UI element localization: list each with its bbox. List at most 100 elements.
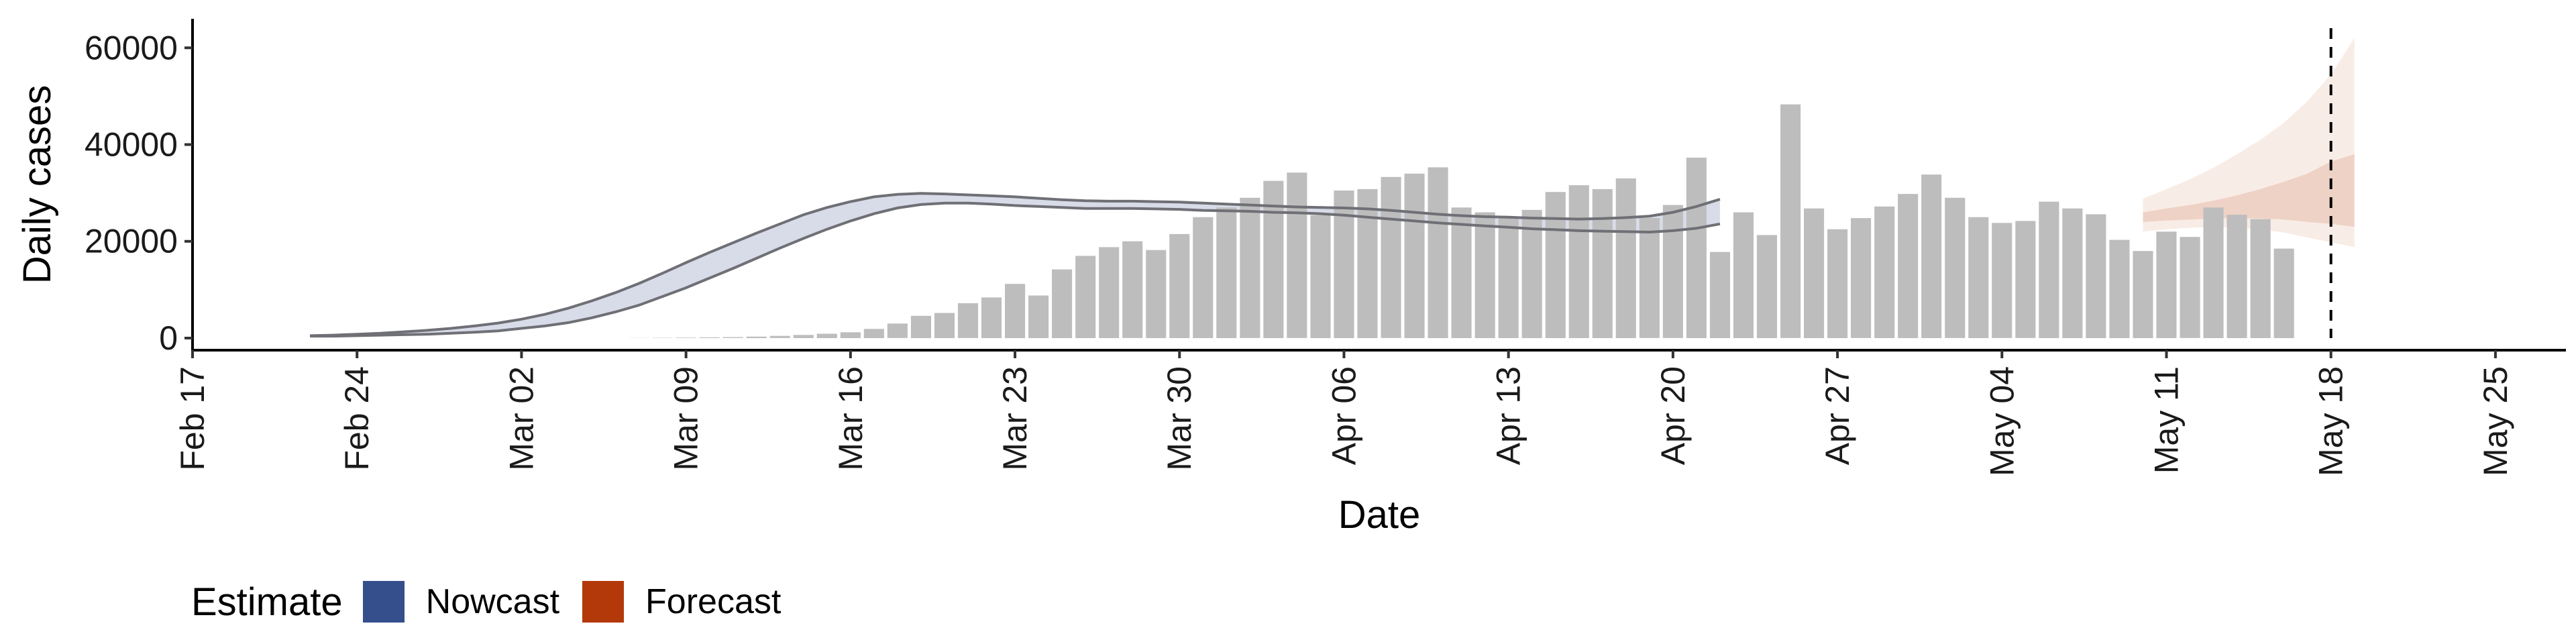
case-bar xyxy=(2109,239,2130,338)
x-axis-title: Date xyxy=(1338,493,1421,537)
case-bar xyxy=(2203,207,2224,338)
case-bar xyxy=(1193,217,1214,338)
case-bar xyxy=(1639,218,1660,338)
case-bar xyxy=(1568,185,1589,338)
legend-label-nowcast: Nowcast xyxy=(425,582,560,621)
case-bar xyxy=(1169,233,1190,338)
case-bar xyxy=(2226,215,2247,338)
legend-item-forecast: Forecast xyxy=(582,581,781,623)
case-bar xyxy=(1992,223,2012,338)
case-bar xyxy=(2062,208,2083,338)
case-bar xyxy=(1709,252,1730,338)
nowcast-lines xyxy=(310,192,1721,338)
case-bar xyxy=(2039,201,2059,338)
plot-panel xyxy=(310,28,2355,338)
forecast-outer-band xyxy=(2143,38,2355,248)
case-bar xyxy=(1428,167,1448,338)
case-bar xyxy=(981,297,1002,338)
case-bar xyxy=(1075,256,1096,338)
case-bar xyxy=(2133,251,2153,338)
x-tick-label: Mar 09 xyxy=(667,366,705,471)
nowcast-upper-line xyxy=(310,192,1721,337)
legend-key-nowcast xyxy=(362,581,405,623)
case-bar xyxy=(1733,212,1754,338)
case-bar xyxy=(910,315,931,338)
case-bar xyxy=(957,303,978,338)
x-tick-label: Apr 06 xyxy=(1325,366,1362,465)
case-bar xyxy=(816,333,837,338)
case-bar xyxy=(2180,237,2200,338)
legend-item-nowcast: Nowcast xyxy=(362,581,560,623)
y-tick-label: 60000 xyxy=(85,29,178,66)
case-bar xyxy=(1874,206,1895,338)
case-bar xyxy=(1240,197,1260,338)
case-bar xyxy=(1827,229,1848,338)
case-bar xyxy=(1099,247,1120,338)
chart: 0 20000 40000 60000 Feb 17 Feb 24 Mar 02 Mar 0… xyxy=(15,19,2566,537)
case-bar xyxy=(1381,176,1401,338)
case-bar xyxy=(1804,208,1825,338)
legend-title: Estimate xyxy=(191,580,343,624)
case-bar xyxy=(1005,284,1026,338)
case-bar xyxy=(1592,189,1613,338)
case-bar xyxy=(1146,250,1167,338)
case-bar xyxy=(1780,104,1801,338)
x-tick-label: Apr 13 xyxy=(1490,366,1527,465)
case-bar xyxy=(934,313,955,338)
case-bar xyxy=(1451,207,1472,338)
legend-key-forecast xyxy=(582,581,625,623)
x-axis-ticks: Feb 17 Feb 24 Mar 02 Mar 09 Mar 16 Mar 23 Mar … xyxy=(174,350,2514,476)
y-axis-ticks: 0 20000 40000 60000 xyxy=(85,29,193,357)
case-bar xyxy=(1474,212,1495,338)
case-bar xyxy=(1521,209,1542,338)
case-bar xyxy=(1404,173,1425,338)
x-tick-label: Mar 02 xyxy=(502,366,540,471)
case-bar xyxy=(769,335,790,338)
case-bar xyxy=(793,335,814,338)
case-bar xyxy=(1545,192,1566,338)
case-bar xyxy=(1216,207,1237,338)
case-bar xyxy=(746,336,767,338)
case-bar xyxy=(1310,215,1331,338)
case-bar xyxy=(1921,174,1942,338)
case-bar xyxy=(1287,172,1307,338)
case-bar xyxy=(1945,197,1966,338)
case-bar xyxy=(722,337,743,338)
x-tick-label: Feb 17 xyxy=(174,366,211,471)
nowcast-lower-line xyxy=(310,201,1721,338)
case-bar xyxy=(1052,269,1073,338)
x-tick-label: Apr 27 xyxy=(1819,366,1856,465)
case-bar xyxy=(1122,241,1143,338)
legend: Estimate Nowcast Forecast xyxy=(191,578,804,625)
case-bar xyxy=(1498,217,1519,338)
forecast-inner-band xyxy=(2143,154,2355,227)
x-tick-label: Mar 23 xyxy=(996,366,1034,471)
case-bar xyxy=(1968,217,1989,338)
case-bar xyxy=(2250,219,2271,338)
y-tick-label: 20000 xyxy=(85,223,178,260)
y-tick-label: 0 xyxy=(159,319,178,357)
y-tick-label: 40000 xyxy=(85,126,178,164)
case-bar xyxy=(1898,194,1919,338)
x-tick-label: Feb 24 xyxy=(338,366,376,471)
case-bar xyxy=(887,323,908,338)
case-bar xyxy=(1686,158,1707,338)
case-bars xyxy=(629,104,2294,338)
case-bar xyxy=(1334,191,1354,338)
case-bar xyxy=(2273,248,2294,338)
case-bar xyxy=(1028,295,1049,338)
x-tick-label: Apr 20 xyxy=(1654,366,1692,465)
x-tick-label: Mar 16 xyxy=(832,366,869,471)
x-tick-label: May 25 xyxy=(2477,366,2514,476)
forecast-bands xyxy=(2143,38,2355,248)
case-bar xyxy=(1357,189,1378,338)
case-bar xyxy=(699,337,720,338)
case-bar xyxy=(1662,205,1683,338)
legend-label-forecast: Forecast xyxy=(645,582,782,621)
case-bar xyxy=(2015,221,2036,338)
y-axis-title: Daily cases xyxy=(15,85,59,284)
x-tick-label: May 18 xyxy=(2312,366,2350,476)
x-tick-label: Mar 30 xyxy=(1161,366,1198,471)
axes: 0 20000 40000 60000 Feb 17 Feb 24 Mar 02 Mar 0… xyxy=(85,19,2566,476)
case-bar xyxy=(840,332,861,338)
